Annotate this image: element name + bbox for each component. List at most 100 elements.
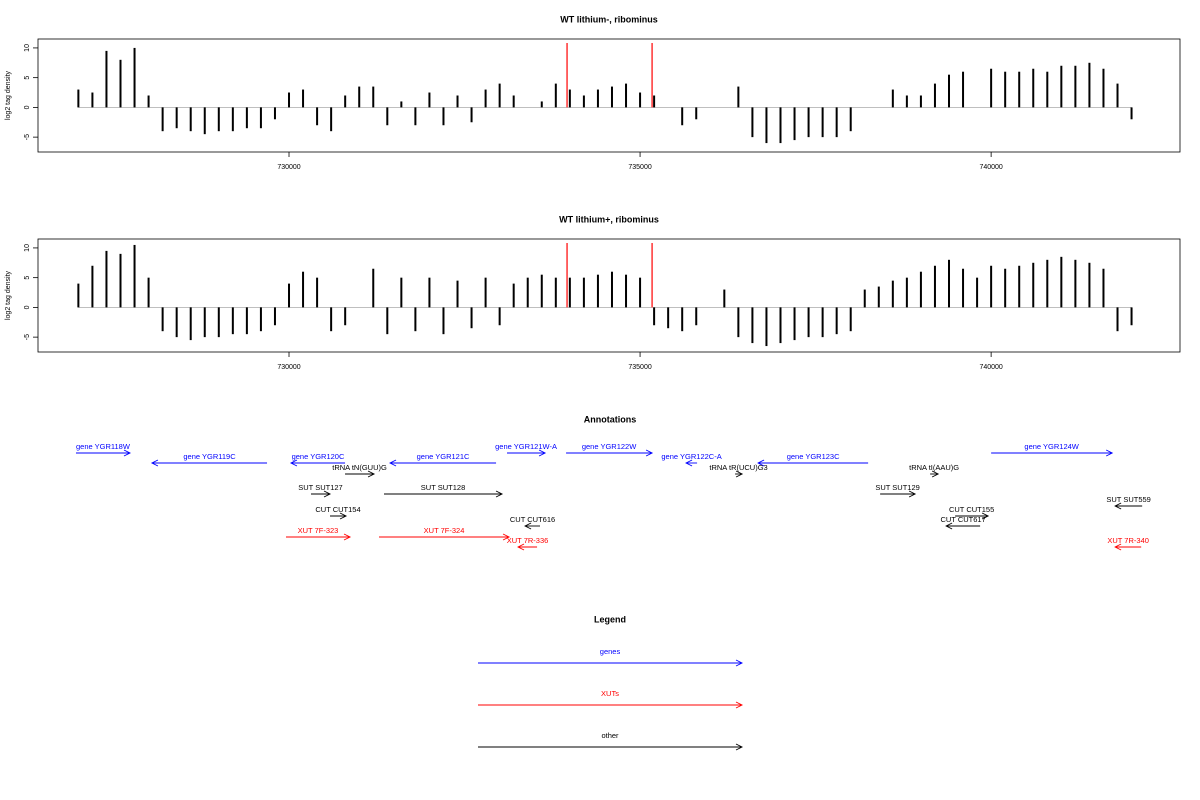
bar: [1074, 259, 1077, 308]
bar: [512, 283, 515, 308]
bar: [400, 101, 403, 108]
arrow-head: [323, 490, 332, 498]
bar: [1018, 71, 1021, 108]
bar: [1088, 262, 1091, 308]
bar: [344, 307, 347, 326]
arrow-head: [343, 533, 352, 541]
y-tick-label: -5: [24, 334, 31, 340]
bar: [203, 307, 206, 338]
bar: [540, 101, 543, 108]
bar: [681, 107, 684, 126]
bar: [119, 59, 122, 108]
arrow-head: [735, 659, 744, 667]
bar: [653, 95, 656, 108]
bar: [428, 277, 431, 308]
bar: [667, 307, 670, 329]
feature-label: tRNA tR(UCU)G3: [709, 463, 767, 472]
arrow-head: [1114, 502, 1122, 510]
bar: [77, 89, 80, 108]
bar: [653, 307, 656, 326]
bar: [990, 265, 993, 308]
bar: [568, 277, 571, 308]
bar: [217, 107, 220, 132]
bar: [807, 307, 810, 338]
bar: [456, 280, 459, 308]
bar: [596, 89, 599, 108]
bar: [751, 107, 754, 138]
bar: [414, 107, 417, 126]
bar: [695, 307, 698, 326]
bar: [526, 277, 529, 308]
bar: [133, 244, 136, 308]
arrow-head: [289, 459, 298, 467]
arrow-head: [502, 533, 511, 541]
y-tick-label: 5: [24, 276, 31, 280]
bar: [554, 277, 557, 308]
bar: [105, 50, 108, 108]
annotations-title: Annotations: [584, 414, 637, 424]
bar: [905, 277, 908, 308]
bar: [442, 307, 445, 335]
arrow-head: [945, 522, 953, 530]
bar: [1060, 65, 1063, 108]
bar: [273, 307, 276, 326]
arrow-head: [685, 459, 693, 467]
bar: [723, 289, 726, 308]
bar: [231, 307, 234, 335]
bar: [793, 307, 796, 341]
feature-label: CUT CUT616: [510, 515, 555, 524]
bar: [456, 95, 459, 108]
bar: [273, 107, 276, 120]
y-tick-label: 10: [24, 44, 31, 52]
bar: [779, 107, 782, 144]
y-tick-label: 5: [24, 76, 31, 80]
bar: [1102, 68, 1105, 108]
feature-label: tRNA tI(AAU)G: [909, 463, 959, 472]
x-tick-label: 735000: [628, 164, 651, 171]
bar: [990, 68, 993, 108]
bar: [470, 107, 473, 123]
bar: [428, 92, 431, 108]
feature-label: gene YGR122W: [582, 442, 637, 451]
bar: [203, 107, 206, 135]
legend-label: other: [601, 731, 619, 740]
bar: [1018, 265, 1021, 308]
bar: [681, 307, 684, 332]
feature-label: gene YGR124W: [1024, 442, 1079, 451]
bar: [962, 71, 965, 108]
feature-label: XUT 7F-324: [424, 526, 465, 535]
feature-label: SUT SUT127: [298, 483, 342, 492]
bar: [568, 89, 571, 108]
bar: [1088, 62, 1091, 108]
feature-label: XUT 7R-340: [1107, 536, 1149, 545]
bar: [147, 95, 150, 108]
arrow-head: [517, 543, 525, 551]
arrow-head: [981, 512, 990, 520]
bar: [1046, 259, 1049, 308]
legend-title: Legend: [594, 614, 626, 624]
bar: [189, 307, 192, 341]
bar: [288, 92, 291, 108]
bar: [1074, 65, 1077, 108]
arrow-head: [735, 701, 744, 709]
bar: [288, 283, 291, 308]
bar: [919, 95, 922, 108]
bar: [484, 277, 487, 308]
bar: [863, 289, 866, 308]
bar: [512, 95, 515, 108]
feature-label: SUT SUT559: [1106, 495, 1150, 504]
x-tick-label: 740000: [979, 164, 1002, 171]
bar: [905, 95, 908, 108]
y-tick-label: 10: [24, 244, 31, 252]
feature-label: SUT SUT129: [875, 483, 919, 492]
legend-label: XUTs: [601, 689, 619, 698]
bar: [245, 307, 248, 335]
bar: [919, 271, 922, 308]
bar: [877, 286, 880, 308]
bar: [793, 107, 796, 141]
bar: [484, 89, 487, 108]
bar: [358, 86, 361, 108]
bar: [372, 86, 375, 108]
arrow-head: [123, 449, 131, 457]
bar: [133, 47, 136, 108]
